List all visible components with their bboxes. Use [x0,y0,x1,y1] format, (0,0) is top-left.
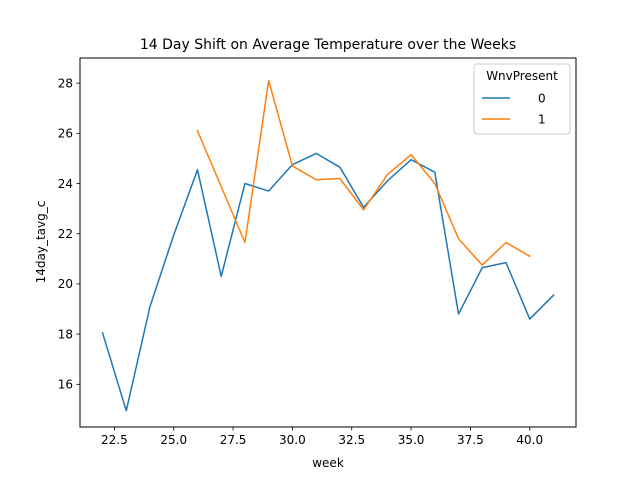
x-tick-label: 37.5 [457,433,484,447]
legend-label-1: 1 [538,112,546,126]
chart-title: 14 Day Shift on Average Temperature over… [140,37,516,53]
legend-box [473,63,571,135]
series-layer [101,79,555,412]
x-tick-label: 35.0 [398,433,425,447]
y-axis-label: 14day_tavg_c [34,201,48,284]
legend: WnvPresent 01 [473,63,571,135]
x-tick-label: 40.0 [516,433,543,447]
x-axis-label: week [312,456,344,470]
y-axis-ticks: 16 18 20 22 24 26 28 [58,76,80,392]
axes-frame [79,57,577,428]
plot-area: 22.5 25.0 27.5 30.0 32.5 35.0 37.5 40.0 16 18 20 2… [58,57,577,447]
legend-items: 01 [482,91,546,126]
y-tick-label: 20 [58,277,73,291]
y-tick-label: 26 [58,127,73,141]
y-tick-label: 22 [58,227,73,241]
series-line-0 [101,152,555,412]
y-tick-label: 24 [58,177,73,191]
legend-title: WnvPresent [486,69,558,83]
x-tick-label: 22.5 [101,433,128,447]
series-line-1 [196,79,531,266]
y-tick-label: 18 [58,327,73,341]
legend-label-0: 0 [538,91,546,105]
y-tick-label: 28 [58,76,73,90]
y-tick-label: 16 [58,378,73,392]
x-tick-label: 25.0 [160,433,187,447]
x-tick-label: 27.5 [220,433,247,447]
x-axis-ticks: 22.5 25.0 27.5 30.0 32.5 35.0 37.5 40.0 [101,427,543,447]
x-tick-label: 30.0 [279,433,306,447]
x-tick-label: 32.5 [338,433,365,447]
